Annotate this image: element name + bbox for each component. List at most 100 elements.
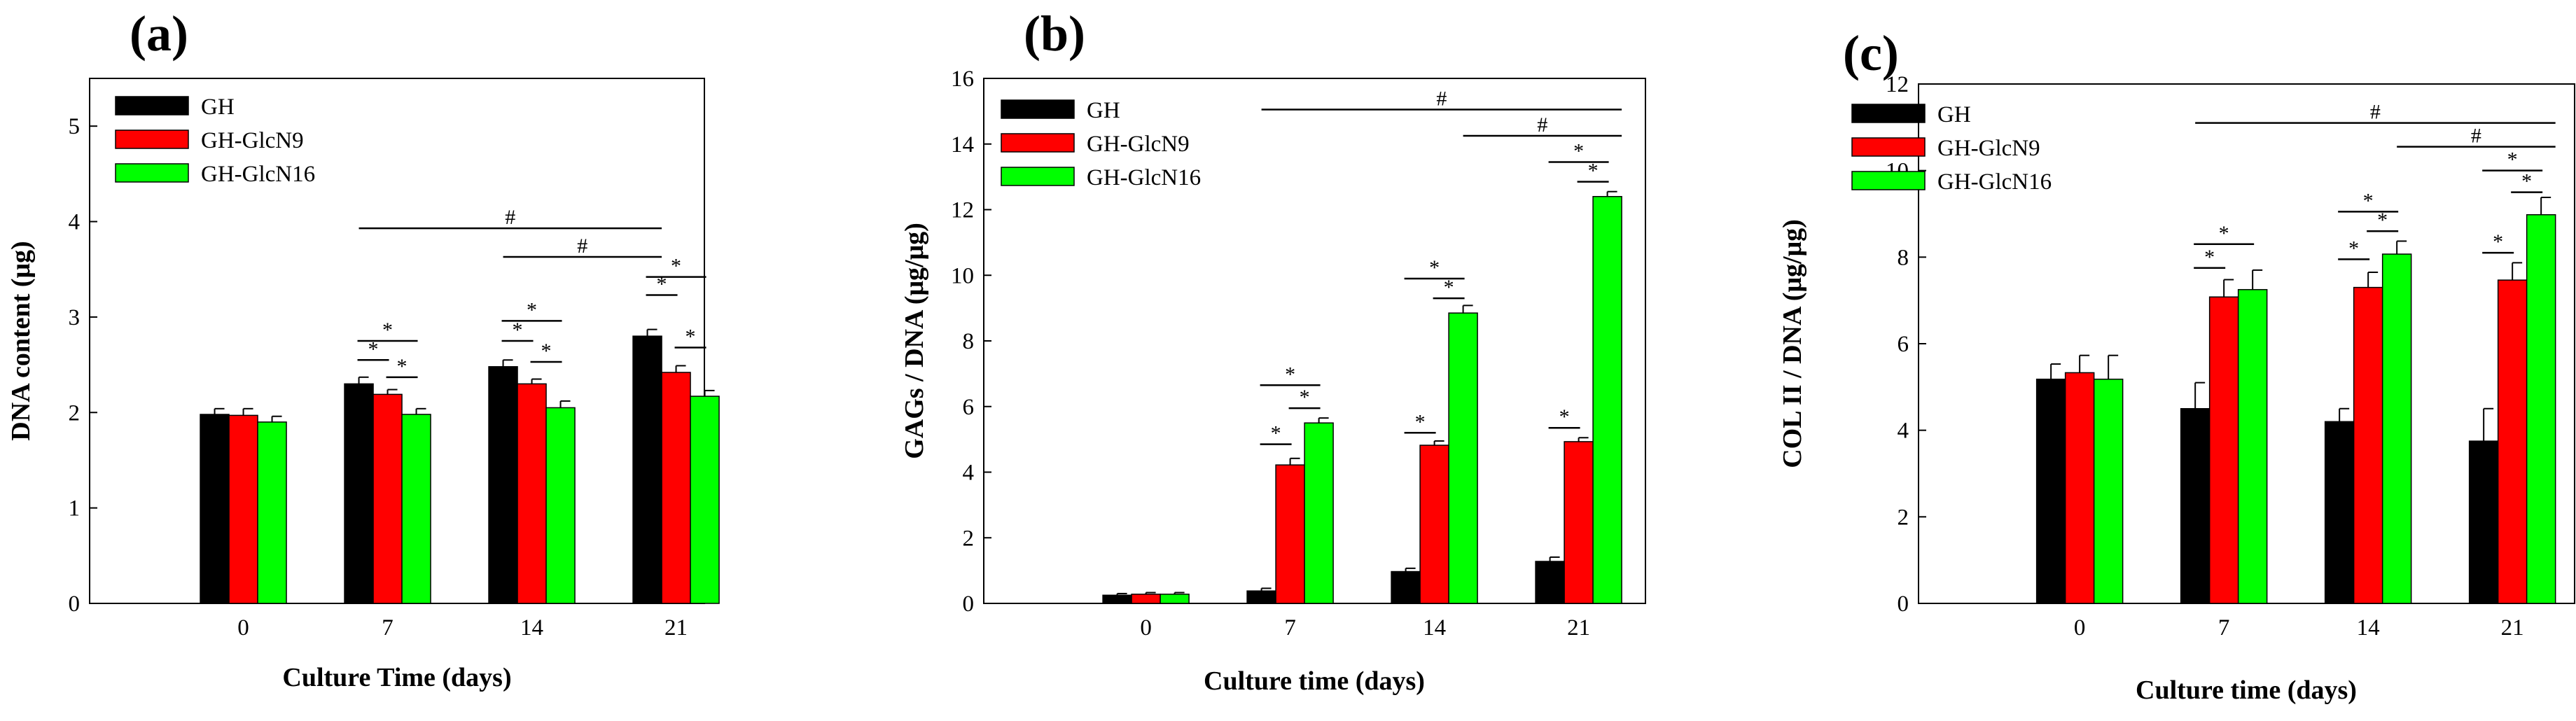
y-tick-label: 4 <box>1898 419 1909 444</box>
significance-label: * <box>513 318 523 342</box>
bar <box>2093 378 2124 604</box>
bar <box>661 372 691 604</box>
x-axis-label: Culture time (days) <box>1204 666 1425 696</box>
legend-label: GH <box>1087 98 1120 123</box>
bar <box>488 366 518 604</box>
significance-label: # <box>505 206 515 229</box>
y-tick-label: 3 <box>69 305 81 330</box>
significance-label: * <box>382 318 393 342</box>
significance-label: * <box>527 298 537 321</box>
bar <box>1304 422 1334 604</box>
bar <box>1275 464 1305 604</box>
x-tick-label: 14 <box>520 615 543 640</box>
x-tick-label: 7 <box>382 615 394 640</box>
y-tick-label: 8 <box>1898 245 1909 270</box>
panel-label: (b) <box>1024 6 1085 62</box>
x-tick-label: 7 <box>2218 615 2230 640</box>
x-tick-label: 0 <box>2074 615 2086 640</box>
legend-label: GH-GlcN9 <box>1087 132 1190 157</box>
significance-label: * <box>1271 422 1281 445</box>
bar <box>2064 372 2095 604</box>
y-tick-label: 4 <box>69 210 81 235</box>
y-tick-label: 2 <box>1898 505 1909 530</box>
significance-label: * <box>1429 256 1440 279</box>
bar <box>1564 441 1594 604</box>
panel-label: (a) <box>130 6 188 62</box>
significance-label: * <box>1415 410 1426 433</box>
x-tick-label: 21 <box>2501 615 2524 640</box>
x-tick-label: 7 <box>1284 615 1296 640</box>
significance-label: * <box>2377 209 2388 232</box>
x-tick-label: 21 <box>664 615 688 640</box>
y-tick-label: 4 <box>963 461 975 486</box>
legend-label: GH-GlcN16 <box>1937 169 2052 195</box>
legend-label: GH-GlcN9 <box>1937 136 2040 161</box>
y-tick-label: 6 <box>1898 332 1909 357</box>
bar <box>344 383 374 604</box>
legend-swatch <box>1851 171 1926 190</box>
y-tick-label: 2 <box>963 526 975 551</box>
significance-label: * <box>2507 148 2518 172</box>
legend-swatch <box>1001 167 1075 186</box>
bar <box>2353 286 2383 604</box>
y-tick-label: 0 <box>963 592 975 617</box>
y-tick-label: 5 <box>69 114 81 139</box>
significance-label: * <box>368 337 379 360</box>
x-tick-label: 14 <box>2357 615 2380 640</box>
y-tick-label: 16 <box>951 66 974 92</box>
significance-label: # <box>1537 113 1547 136</box>
x-tick-label: 14 <box>1423 615 1446 640</box>
bar <box>228 414 258 604</box>
legend-swatch <box>115 163 189 183</box>
y-tick-label: 8 <box>963 329 975 354</box>
significance-label: * <box>2219 222 2229 245</box>
y-tick-label: 12 <box>951 198 974 223</box>
y-tick-label: 0 <box>1898 592 1909 617</box>
bar <box>2324 421 2355 604</box>
significance-label: * <box>685 326 696 349</box>
bar <box>2237 288 2268 604</box>
significance-label: * <box>2363 189 2374 212</box>
significance-label: * <box>2348 237 2359 260</box>
legend-swatch <box>1001 99 1075 119</box>
significance-label: * <box>397 355 408 378</box>
y-tick-label: 10 <box>951 263 974 288</box>
bar <box>2381 253 2412 604</box>
significance-label: * <box>1573 140 1584 163</box>
significance-label: # <box>577 234 587 258</box>
legend-swatch <box>1001 133 1075 153</box>
bar <box>1246 590 1276 604</box>
bar <box>2208 296 2239 604</box>
panel-c: 024681012071421********##GHGH-GlcN9GH-Gl… <box>1778 25 2575 705</box>
significance-label: * <box>1285 363 1295 386</box>
significance-label: * <box>1588 160 1599 183</box>
bar <box>1419 444 1449 604</box>
legend-swatch <box>1851 104 1926 123</box>
x-tick-label: 0 <box>1140 615 1152 640</box>
bar <box>373 393 403 604</box>
legend-label: GH <box>1937 102 1971 127</box>
bar <box>1592 196 1622 604</box>
y-tick-label: 2 <box>69 400 81 426</box>
bar <box>545 407 576 604</box>
bar <box>2180 408 2211 604</box>
bar <box>1160 594 1190 604</box>
y-axis-label: COL II / DNA (μg/μg) <box>1778 219 1807 468</box>
significance-label: * <box>1559 405 1570 428</box>
significance-label: * <box>2204 246 2215 269</box>
y-axis-label: DNA content (μg) <box>6 241 36 440</box>
x-axis-label: Culture time (days) <box>2136 676 2357 705</box>
y-axis-label: GAGs / DNA (μg/μg) <box>900 223 929 459</box>
bar <box>2035 378 2066 604</box>
significance-label: * <box>2521 170 2532 193</box>
bar <box>1391 570 1421 604</box>
bar <box>517 383 547 604</box>
legend-label: GH-GlcN16 <box>1087 165 1201 190</box>
y-tick-label: 6 <box>963 395 975 420</box>
y-tick-label: 0 <box>69 592 81 617</box>
significance-label: * <box>657 273 667 296</box>
significance-label: * <box>671 255 681 278</box>
panel-label: (c) <box>1843 25 1899 81</box>
